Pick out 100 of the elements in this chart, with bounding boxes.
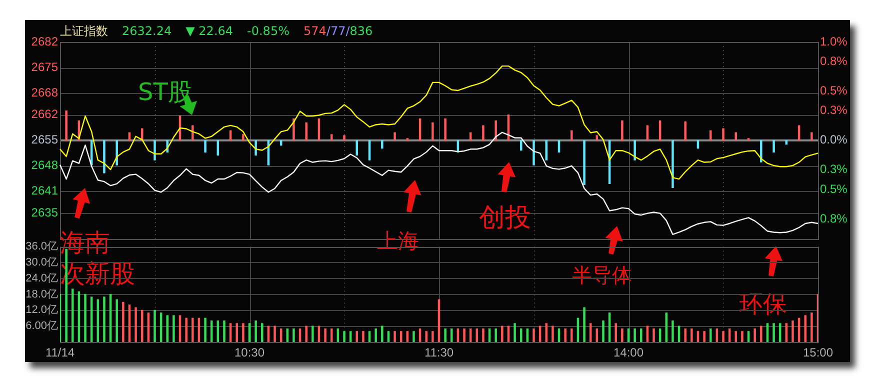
bar bbox=[652, 328, 655, 342]
bar bbox=[532, 140, 535, 166]
bar bbox=[583, 307, 586, 342]
bar bbox=[760, 140, 762, 162]
bar bbox=[804, 315, 806, 342]
bar bbox=[772, 323, 775, 342]
y-tick-label: 2668 bbox=[31, 85, 58, 100]
bar bbox=[754, 328, 756, 342]
bar bbox=[792, 320, 794, 342]
bar bbox=[450, 328, 453, 342]
bar bbox=[412, 331, 415, 342]
bar bbox=[394, 132, 396, 141]
bar bbox=[292, 118, 295, 141]
bar bbox=[672, 320, 674, 342]
bar bbox=[223, 320, 226, 342]
bar bbox=[103, 296, 106, 342]
bar bbox=[690, 328, 693, 342]
bar bbox=[192, 125, 194, 141]
bar bbox=[494, 120, 497, 141]
bar bbox=[722, 128, 724, 141]
y-tick-label: 30.0亿 bbox=[26, 256, 58, 269]
bar bbox=[772, 140, 775, 153]
y-tick-label: 2662 bbox=[31, 107, 58, 122]
bar bbox=[185, 318, 188, 342]
y-tick-label: 2682 bbox=[31, 34, 58, 48]
bar bbox=[532, 328, 535, 342]
bar bbox=[570, 130, 573, 141]
x-tick-label: 14:00 bbox=[613, 346, 644, 360]
y2-tick-label: 0.0% bbox=[820, 132, 848, 147]
y2-tick-label: 0.5% bbox=[820, 84, 848, 98]
bar bbox=[703, 331, 706, 342]
bar bbox=[362, 331, 364, 342]
bar bbox=[564, 328, 566, 342]
y-tick-label: 12.0亿 bbox=[26, 304, 58, 316]
bar bbox=[312, 326, 314, 342]
bar bbox=[482, 125, 484, 141]
y-tick-label: 2675 bbox=[31, 60, 58, 74]
text: -0.85% bbox=[247, 24, 290, 38]
bar bbox=[103, 140, 106, 174]
bar bbox=[621, 120, 624, 141]
y2-tick-label: 0.8% bbox=[820, 211, 848, 226]
bar bbox=[394, 331, 396, 342]
x-tick-label: 10:30 bbox=[234, 346, 265, 360]
text: 574/77/836 bbox=[303, 24, 373, 38]
bar bbox=[432, 331, 434, 342]
bar bbox=[810, 132, 813, 141]
bar bbox=[722, 331, 724, 342]
bar bbox=[444, 118, 446, 141]
bar bbox=[634, 328, 636, 342]
bar bbox=[583, 140, 586, 186]
bar bbox=[640, 328, 642, 342]
bar bbox=[684, 328, 686, 342]
bar bbox=[292, 328, 295, 342]
bar bbox=[760, 326, 762, 342]
bar bbox=[810, 312, 813, 342]
bar bbox=[614, 323, 617, 342]
y-tick-label: 24.0亿 bbox=[26, 272, 58, 284]
annotation: 创投 bbox=[479, 203, 531, 234]
bar bbox=[552, 326, 554, 342]
chart-title: 上证指数 bbox=[60, 24, 108, 38]
bar bbox=[570, 328, 573, 342]
bar bbox=[501, 326, 504, 342]
bar bbox=[343, 135, 346, 141]
y2-tick-label: 0.3% bbox=[820, 103, 848, 118]
bar bbox=[381, 140, 384, 149]
y-tick-label: 6.00亿 bbox=[26, 320, 58, 332]
y-tick-label: 18.0亿 bbox=[26, 288, 58, 300]
bar bbox=[432, 122, 434, 141]
bar bbox=[374, 328, 377, 342]
x-tick-label: 11/14 bbox=[45, 346, 75, 360]
bar bbox=[65, 110, 68, 141]
bar bbox=[204, 318, 206, 342]
bar bbox=[116, 299, 118, 342]
bar bbox=[84, 294, 86, 342]
bar bbox=[254, 320, 257, 342]
bar bbox=[134, 307, 137, 342]
bar bbox=[242, 323, 244, 342]
bar bbox=[494, 328, 497, 342]
y2-tick-label: 0.5% bbox=[820, 182, 848, 196]
y2-tick-label: 0.8% bbox=[820, 54, 848, 68]
bar bbox=[154, 310, 156, 342]
y-tick-label: 2641 bbox=[31, 184, 58, 198]
bar bbox=[482, 328, 484, 342]
bar bbox=[274, 326, 276, 342]
bar bbox=[621, 328, 624, 342]
bar bbox=[204, 140, 206, 153]
bar bbox=[72, 288, 74, 342]
bar bbox=[514, 323, 516, 342]
bar bbox=[305, 122, 308, 141]
bar bbox=[343, 331, 346, 342]
bar bbox=[444, 328, 446, 342]
y-tick-label: 2648 bbox=[31, 158, 58, 172]
bar bbox=[192, 318, 194, 342]
bar bbox=[741, 331, 744, 342]
bar bbox=[381, 326, 384, 342]
y-tick-label: 2655 bbox=[31, 132, 58, 147]
bar bbox=[463, 328, 466, 342]
bar bbox=[236, 323, 238, 342]
bar bbox=[634, 140, 636, 160]
bar bbox=[324, 328, 326, 342]
